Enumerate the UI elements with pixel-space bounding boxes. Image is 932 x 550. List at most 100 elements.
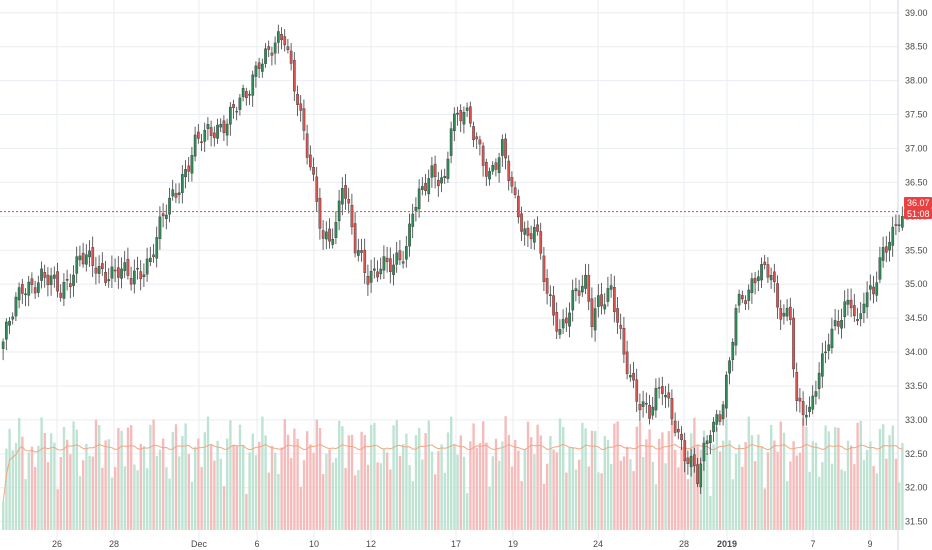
volume-bar: [526, 421, 530, 530]
volume-bar: [427, 420, 430, 530]
candle: [709, 430, 712, 455]
volume-bar: [94, 419, 98, 530]
candle: [488, 167, 491, 186]
candle: [17, 282, 21, 309]
volume-bar: [328, 449, 331, 530]
candle: [901, 206, 904, 231]
volume-bar: [232, 444, 235, 530]
volume-bar: [456, 454, 459, 530]
volume-bar: [158, 449, 162, 530]
candle: [734, 304, 738, 356]
volume-bar: [213, 460, 216, 530]
volume-bar: [728, 440, 731, 530]
candle: [417, 179, 421, 218]
candle: [840, 308, 843, 339]
candle: [885, 236, 888, 263]
candle: [449, 121, 453, 164]
candle: [244, 87, 248, 106]
candle: [657, 377, 661, 399]
candle: [824, 340, 827, 364]
volume-bar: [299, 486, 302, 530]
candle: [603, 293, 607, 315]
volume-bar: [613, 423, 616, 530]
volume-bar: [453, 444, 456, 530]
candle: [228, 102, 232, 136]
candle: [718, 410, 722, 426]
volume-bar: [274, 452, 277, 530]
candle: [897, 214, 901, 233]
candle: [235, 106, 239, 121]
volume-bar: [142, 446, 146, 530]
volume-bar: [24, 479, 27, 530]
candle: [56, 262, 59, 298]
candle: [801, 391, 805, 426]
volume-bar: [693, 417, 696, 530]
candle: [590, 287, 594, 338]
x-tick-label: 12: [366, 539, 376, 549]
volume-bar: [814, 442, 818, 530]
volume-bar: [181, 435, 184, 530]
volume-bar: [856, 422, 859, 530]
candle: [629, 364, 632, 382]
volume-bar: [542, 483, 546, 530]
volume-bar: [546, 463, 549, 530]
volume-bar: [162, 438, 165, 530]
volume-bar: [578, 459, 581, 530]
volume-bar: [120, 430, 123, 530]
candle: [49, 267, 53, 296]
x-tick-label: 28: [109, 539, 119, 549]
volume-bar: [27, 452, 30, 530]
candle: [251, 70, 255, 107]
volume-bar: [894, 458, 898, 530]
y-tick-label: 33.00: [905, 415, 928, 425]
candle: [232, 99, 235, 119]
candle: [673, 412, 677, 437]
candle: [270, 46, 274, 66]
volume-bar: [600, 473, 603, 530]
volume-bar: [635, 426, 638, 530]
candle: [891, 216, 895, 257]
candle: [859, 302, 863, 327]
candle: [805, 404, 808, 426]
candle: [593, 297, 597, 342]
candle: [481, 142, 485, 177]
volume-bar: [110, 477, 114, 530]
x-tick-label: Dec: [191, 539, 208, 549]
candle: [421, 176, 424, 196]
candle: [737, 289, 741, 313]
candle: [37, 275, 40, 298]
candle: [261, 58, 264, 78]
volume-bar: [533, 454, 536, 530]
candle: [574, 277, 578, 302]
volume-bar: [898, 482, 901, 530]
candle: [705, 435, 709, 456]
volume-bar: [504, 416, 507, 530]
candle: [795, 362, 799, 412]
candle: [728, 357, 731, 385]
y-tick-label: 38.00: [905, 76, 928, 86]
candle: [398, 239, 402, 266]
candle: [769, 267, 773, 289]
candle: [725, 371, 728, 418]
candle: [305, 124, 309, 165]
volume-bar: [245, 493, 248, 530]
volume-bar: [171, 432, 174, 530]
candle: [280, 27, 283, 50]
candle: [638, 393, 642, 422]
volume-bar: [18, 417, 21, 530]
candle: [869, 274, 872, 301]
volume-bar: [594, 431, 597, 530]
volume-bar: [846, 440, 850, 530]
volume-bar: [811, 441, 814, 530]
candle: [472, 121, 475, 148]
volume-bar: [536, 424, 539, 530]
volume-bar: [549, 435, 552, 530]
candle: [81, 242, 85, 268]
volume-bar: [750, 435, 754, 530]
volume-bar: [379, 463, 382, 530]
candle: [184, 160, 187, 189]
volume-bar: [424, 433, 427, 530]
volume-bar: [642, 456, 645, 530]
candle: [533, 219, 536, 250]
candle: [273, 36, 277, 65]
